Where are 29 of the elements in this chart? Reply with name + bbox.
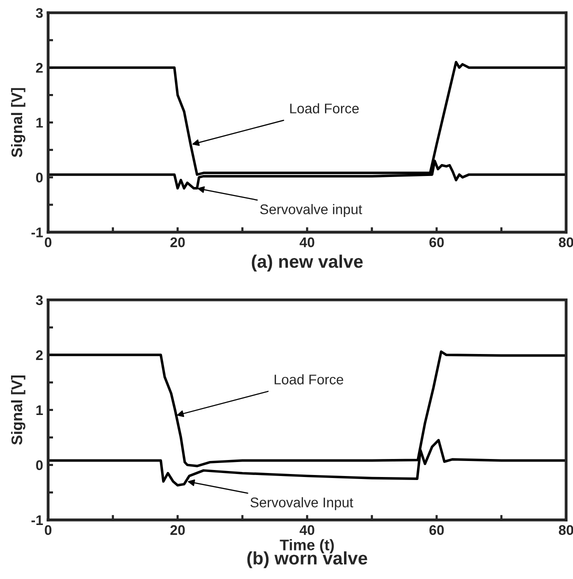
x-tick-label: 40 — [300, 525, 314, 536]
x-tick-label: 20 — [170, 237, 185, 248]
text: (a) new valve — [252, 254, 363, 272]
y-tick-label: 2 — [36, 350, 43, 360]
y-tick-label: 3 — [36, 8, 43, 18]
x-tick-label: 0 — [44, 237, 52, 248]
y-axis-title: Signal [V] — [11, 376, 26, 445]
y-tick-label: -1 — [31, 228, 43, 238]
x-tick-label: 60 — [429, 525, 444, 536]
x-tick-label: 0 — [44, 525, 52, 536]
y-tick-label: 3 — [36, 295, 43, 306]
y-tick-label: 1 — [36, 118, 43, 128]
x-tick-label: 80 — [558, 237, 573, 248]
annotation: Servovalve Input — [250, 497, 354, 510]
y-tick-label: 2 — [36, 62, 43, 73]
text: (b) worn valve — [247, 551, 368, 568]
y-tick-label: 0 — [36, 460, 43, 470]
y-tick-label: 0 — [36, 172, 43, 182]
x-axis-title: Time (t) — [280, 539, 334, 554]
annotation: Load Force — [274, 374, 344, 384]
y-axis-title: Signal [V] — [11, 88, 26, 158]
annotation: Servovalve input — [260, 204, 362, 217]
y-tick-label: 1 — [36, 405, 43, 415]
x-tick-label: 60 — [429, 237, 444, 248]
x-tick-label: 20 — [170, 525, 185, 536]
x-tick-label: 40 — [300, 237, 314, 248]
y-tick-label: -1 — [31, 515, 43, 525]
annotation: Load Force — [290, 103, 359, 114]
x-tick-label: 80 — [558, 525, 573, 536]
